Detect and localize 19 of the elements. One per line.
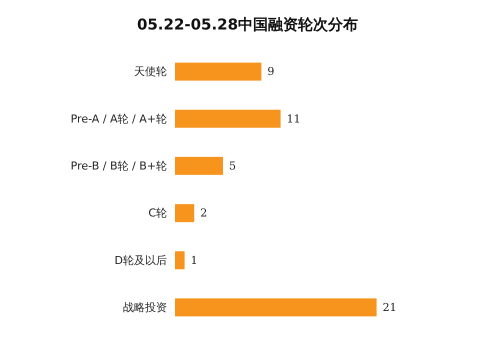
y-tick-label: D轮及以后 (114, 254, 167, 267)
y-tick-label: 战略投资 (123, 300, 167, 314)
y-tick-label: Pre-A / A轮 / A+轮 (70, 112, 167, 126)
bar (175, 156, 223, 175)
y-tick-label: 天使轮 (134, 65, 167, 78)
data-label: 11 (286, 112, 301, 126)
data-label: 2 (200, 206, 208, 220)
data-label: 5 (229, 159, 236, 172)
data-label: 9 (267, 65, 274, 78)
data-label: 1 (190, 254, 198, 267)
bar (175, 298, 377, 316)
y-tick-label: C轮 (148, 206, 167, 220)
bar (175, 110, 281, 128)
bar (175, 62, 262, 81)
chart-title: 05.22-05.28中国融资轮次分布 (136, 16, 358, 34)
bar (175, 204, 194, 222)
y-tick-label: Pre-B / B轮 / B+轮 (70, 159, 167, 172)
bar (175, 251, 185, 270)
data-label: 21 (382, 300, 397, 314)
